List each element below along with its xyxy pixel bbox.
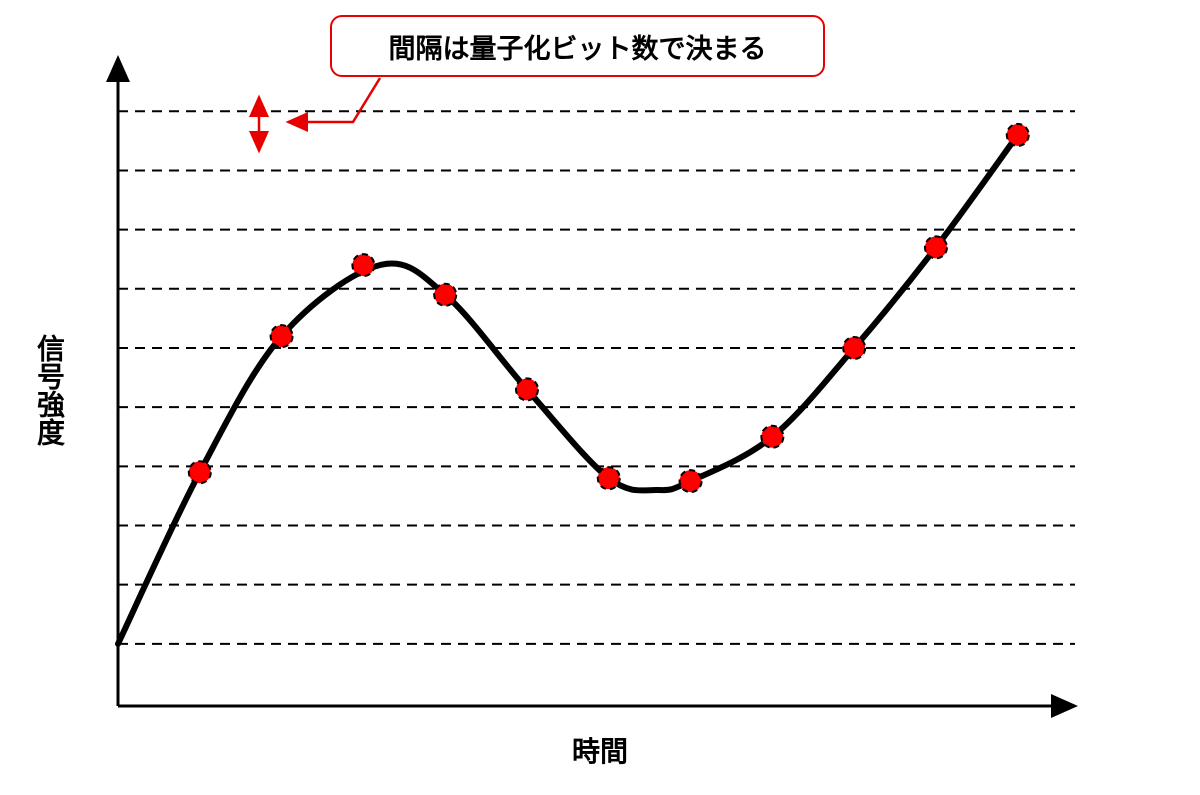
sample-points: [187, 122, 1030, 494]
sample-point: [433, 282, 458, 307]
sample-point: [269, 324, 294, 349]
signal-curve: [115, 131, 1021, 647]
annotation-callout: 間隔は量子化ビット数で決まる: [330, 15, 825, 77]
sample-point: [923, 235, 948, 260]
sample-point: [596, 466, 621, 491]
annotation-text: 間隔は量子化ビット数で決まる: [388, 33, 767, 65]
y-axis-label: 信号強度: [33, 334, 66, 446]
sample-point: [514, 377, 539, 402]
sample-point: [678, 469, 703, 494]
quantization-level-lines: [118, 110, 1075, 645]
callout-pointer: [285, 77, 382, 132]
sample-point: [1005, 122, 1030, 147]
sample-point: [187, 460, 212, 485]
x-axis-label: 時間: [571, 735, 628, 768]
sample-point: [760, 424, 785, 449]
sample-point: [842, 335, 867, 360]
sample-point: [351, 253, 376, 278]
